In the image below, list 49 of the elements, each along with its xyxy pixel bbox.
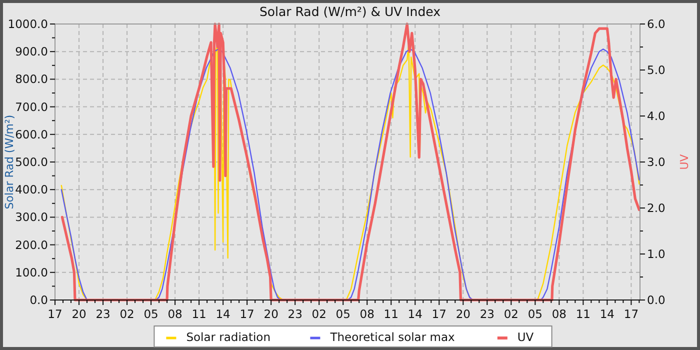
y-tick-label: 0.0 [30, 293, 48, 307]
x-tick-label: 17 [48, 307, 62, 321]
x-tick-label: 17 [240, 307, 254, 321]
x-tick-label: 23 [480, 307, 494, 321]
x-tick-label: 17 [624, 307, 639, 321]
x-tick-label: 05 [336, 307, 350, 321]
y-tick-label: 200.0 [15, 238, 48, 252]
legend-label: UV [517, 330, 534, 344]
y-tick-label: 700.0 [15, 100, 48, 114]
x-tick-label: 08 [552, 307, 566, 321]
y2-tick-label: 6.0 [647, 17, 666, 31]
chart-title: Solar Rad (W/m²) & UV Index [259, 4, 441, 19]
x-tick-label: 14 [600, 307, 615, 321]
x-tick-label: 14 [408, 307, 422, 321]
y-tick-label: 300.0 [15, 210, 48, 224]
y2-tick-label: 4.0 [647, 109, 666, 123]
x-tick-label: 23 [96, 307, 110, 321]
y2-tick-label: 2.0 [647, 201, 666, 215]
x-tick-label: 08 [168, 307, 182, 321]
y2-tick-label: 5.0 [647, 63, 666, 77]
x-tick-label: 08 [360, 307, 374, 321]
y-tick-label: 400.0 [15, 182, 48, 197]
x-tick-label: 05 [528, 307, 542, 321]
x-tick-label: 17 [432, 307, 446, 321]
x-tick-label: 11 [576, 307, 590, 321]
y-tick-label: 500.0 [15, 155, 48, 169]
x-tick-label: 11 [384, 307, 398, 321]
y-tick-label: 100.0 [15, 265, 48, 280]
y2-tick-label: 0.0 [647, 293, 666, 307]
x-tick-label: 02 [504, 307, 518, 321]
x-tick-label: 20 [72, 307, 86, 321]
x-tick-label: 05 [144, 307, 158, 321]
legend-label: Solar radiation [186, 330, 271, 344]
y-tick-label: 1000.0 [8, 17, 48, 31]
y-tick-label: 900.0 [15, 44, 48, 59]
y-tick-label: 800.0 [15, 72, 48, 86]
y2-tick-label: 1.0 [647, 247, 666, 261]
y-tick-label: 600.0 [15, 127, 48, 142]
legend-label: Theoretical solar max [329, 330, 455, 344]
x-tick-label: 11 [192, 307, 206, 321]
y-axis-title: Solar Rad (W/m²) [3, 114, 16, 210]
x-tick-label: 20 [264, 307, 278, 321]
x-tick-label: 23 [288, 307, 302, 321]
y2-axis-title: UV [678, 154, 691, 170]
x-tick-label: 20 [456, 307, 470, 321]
y2-tick-label: 3.0 [647, 155, 666, 169]
x-tick-label: 02 [120, 307, 134, 321]
x-tick-label: 02 [312, 307, 326, 321]
x-tick-label: 14 [216, 307, 230, 321]
